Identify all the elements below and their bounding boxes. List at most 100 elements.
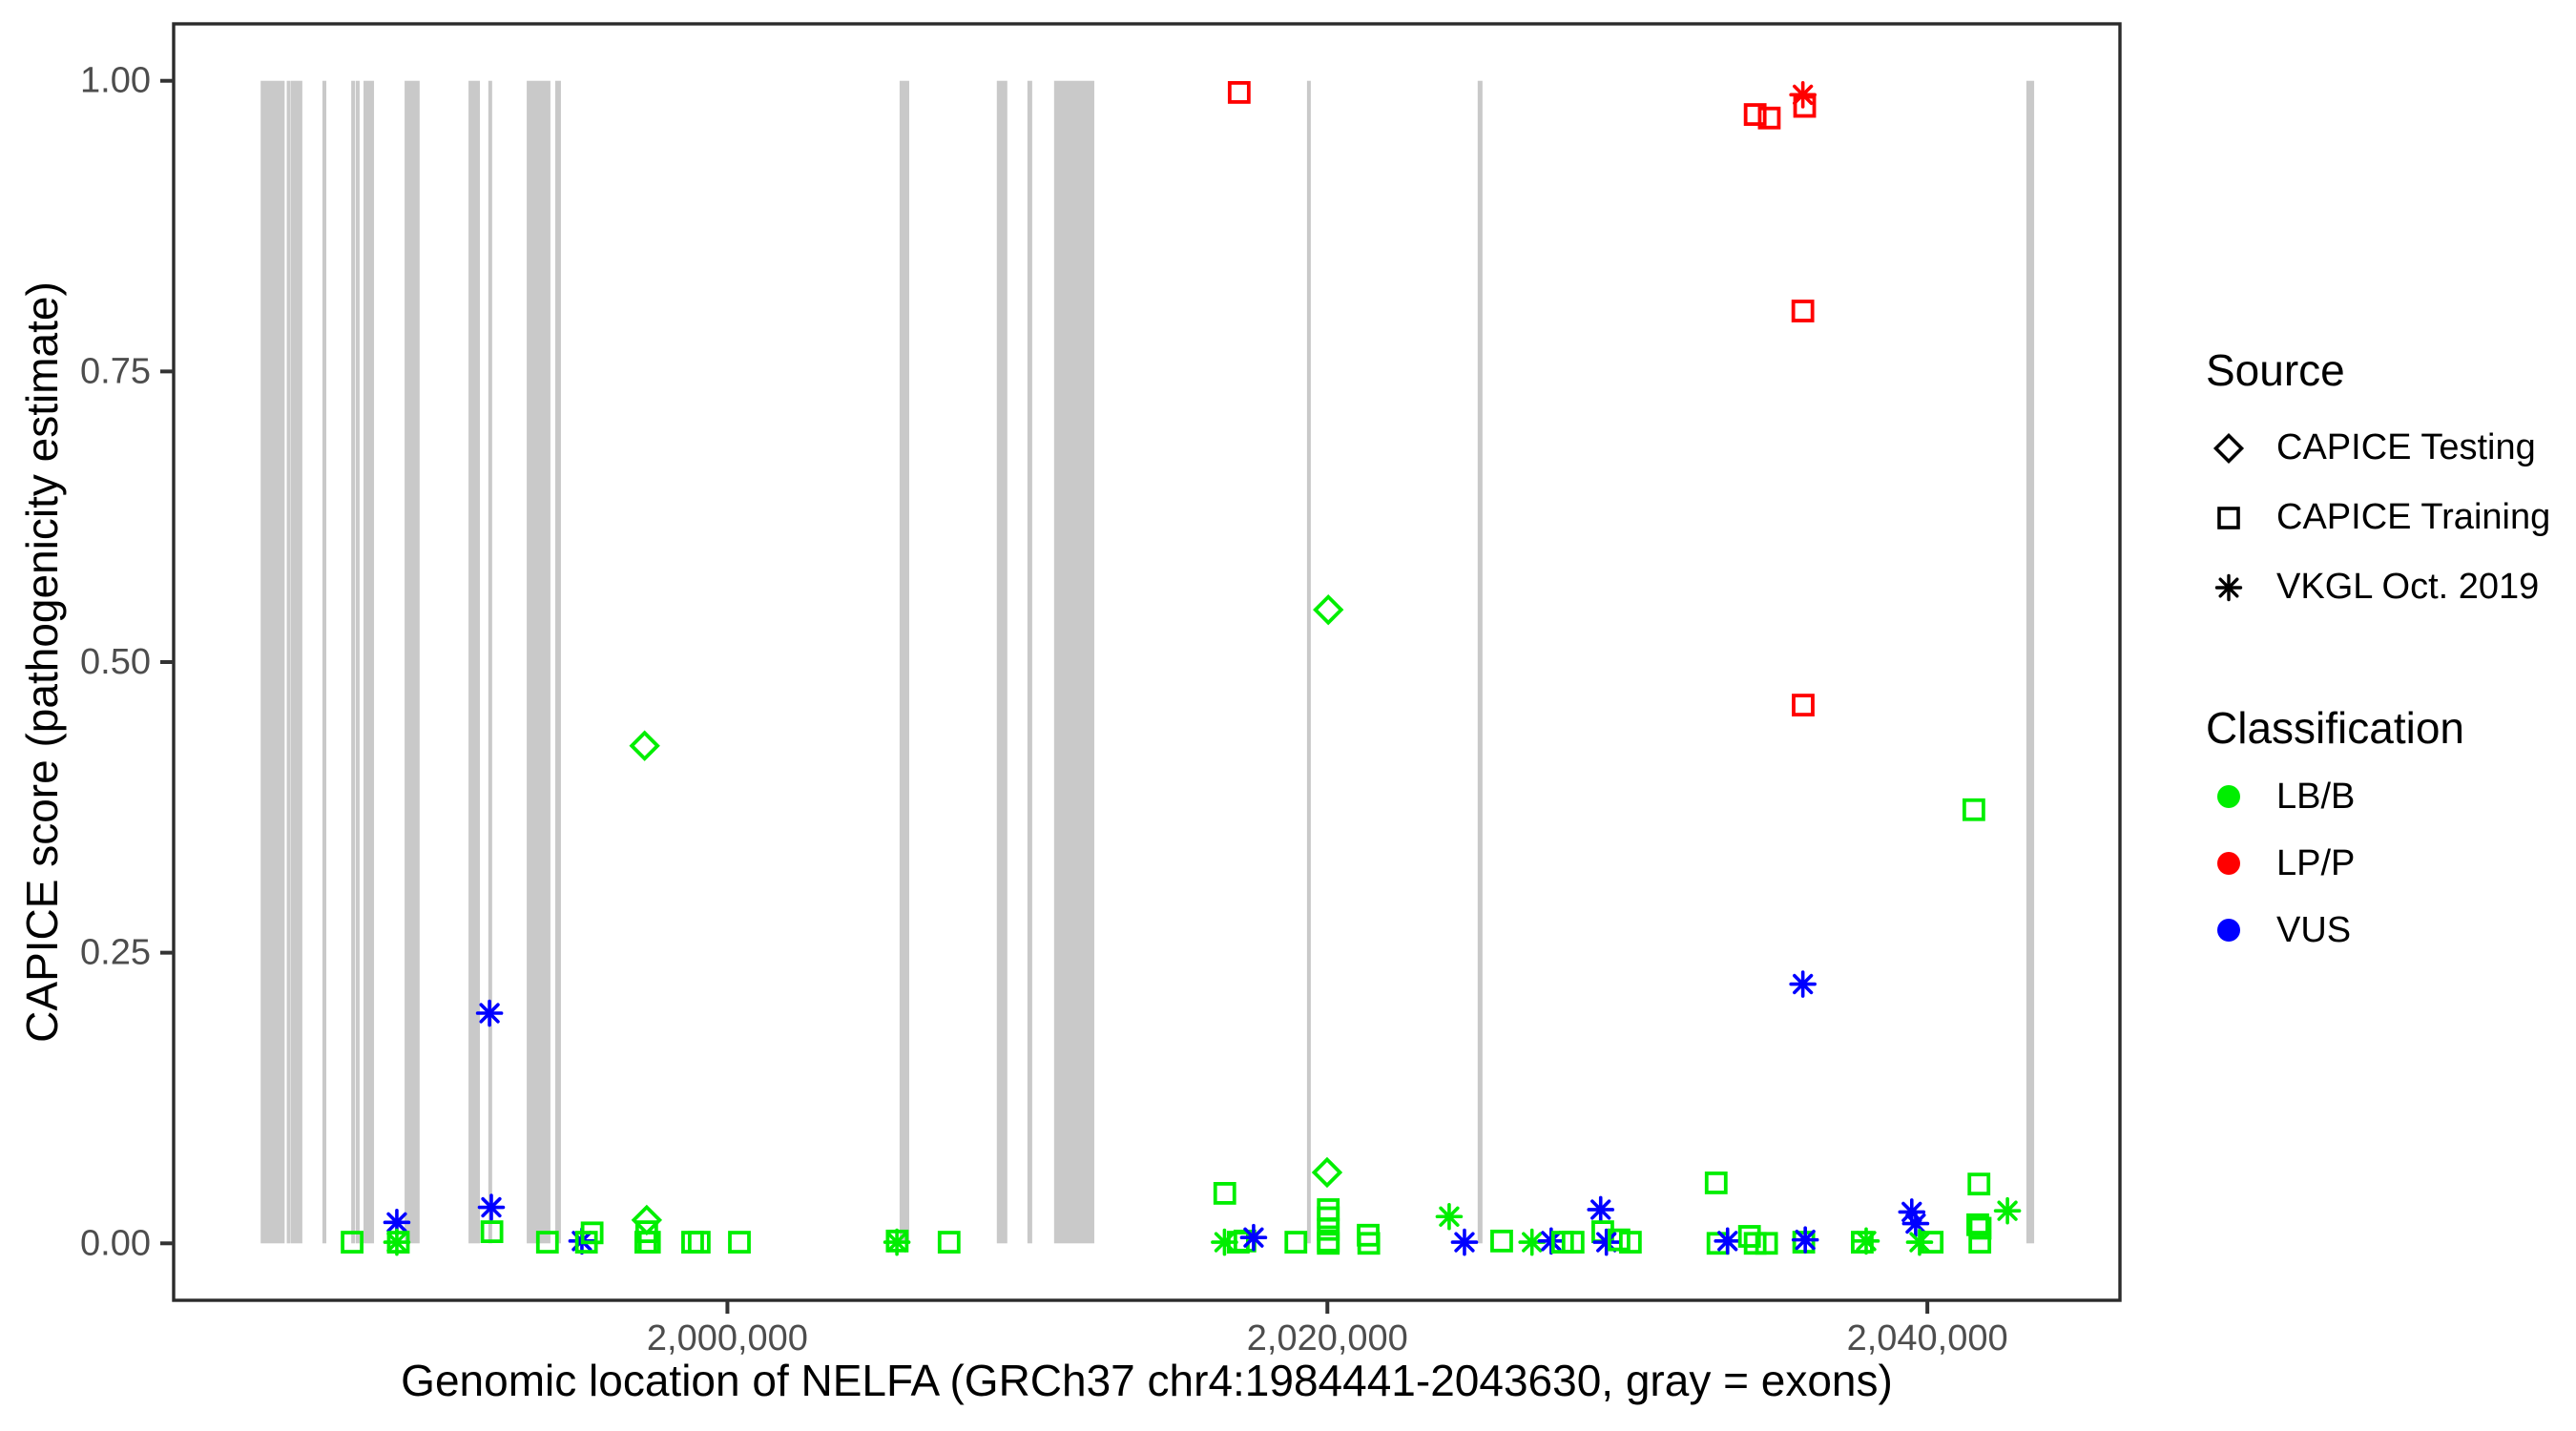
data-point	[637, 1231, 661, 1254]
data-point	[475, 999, 504, 1027]
data-point	[629, 730, 660, 761]
exon-bar	[364, 80, 375, 1244]
exon-bar	[405, 80, 420, 1244]
exon-bar	[554, 80, 561, 1244]
data-point	[1537, 1227, 1566, 1255]
x-axis-title: Genomic location of NELFA (GRCh37 chr4:1…	[401, 1356, 1893, 1405]
exon-bar	[1053, 80, 1094, 1244]
data-point	[1792, 694, 1815, 716]
data-point	[1587, 1195, 1615, 1224]
data-point	[885, 1229, 909, 1253]
data-point	[1618, 1231, 1642, 1254]
data-point	[1737, 1225, 1761, 1248]
data-point	[480, 1220, 504, 1244]
data-point	[1313, 593, 1344, 626]
square-icon	[2206, 501, 2252, 535]
exon-bar	[1477, 80, 1483, 1244]
exon-bar	[351, 80, 356, 1244]
legend-item-label: VKGL Oct. 2019	[2276, 567, 2540, 607]
data-point	[1993, 1196, 2022, 1225]
data-point	[386, 1231, 410, 1254]
data-point	[1968, 1231, 1992, 1254]
data-point	[1704, 1172, 1728, 1194]
data-point	[1357, 1232, 1381, 1255]
data-point	[341, 1231, 364, 1254]
x-tick-label: 2,040,000	[1847, 1318, 2008, 1358]
legend-item-vus: VUS	[2206, 897, 2464, 964]
data-point	[1490, 1229, 1513, 1253]
data-point	[1789, 81, 1817, 109]
data-point	[477, 1193, 506, 1221]
data-point	[1561, 1231, 1585, 1254]
data-point	[1317, 1206, 1340, 1230]
data-point	[1317, 1232, 1340, 1255]
legend-item-label: LB/B	[2276, 776, 2356, 817]
data-point	[1317, 1217, 1340, 1241]
exon-bar	[322, 80, 327, 1244]
exon-bar	[488, 80, 492, 1244]
data-point	[574, 1231, 598, 1254]
exon-bar	[290, 80, 302, 1244]
data-point	[1227, 80, 1251, 104]
data-point	[1450, 1228, 1479, 1256]
legend-item-label: CAPICE Training	[2276, 497, 2551, 537]
data-point	[1852, 1227, 1880, 1255]
legend-classification: Classification LB/B LP/P VUS	[2206, 703, 2464, 964]
exon-bar	[527, 80, 551, 1244]
data-point	[1921, 1231, 1944, 1254]
data-point	[1757, 106, 1781, 130]
data-point	[1968, 1216, 1992, 1240]
legend-item-capice-training: CAPICE Training	[2206, 483, 2550, 552]
exon-bar	[2025, 80, 2035, 1244]
y-tick-label: 0.25	[80, 933, 151, 973]
exon-bar	[468, 80, 481, 1244]
data-point	[1905, 1228, 1934, 1256]
exon-bar	[1027, 80, 1032, 1244]
asterisk-icon	[2206, 570, 2252, 605]
exon-bar	[286, 80, 291, 1244]
data-point	[728, 1231, 751, 1254]
legend-item-capice-testing: CAPICE Testing	[2206, 413, 2550, 483]
red-dot-icon	[2206, 852, 2252, 875]
data-point	[1743, 103, 1767, 126]
legend-item-lpp: LP/P	[2206, 830, 2464, 897]
legend-source: Source CAPICE Testing CAPICE Training	[2206, 345, 2550, 622]
exon-bar	[355, 80, 360, 1244]
data-point	[1962, 798, 1985, 821]
data-point	[535, 1231, 559, 1254]
x-tick-label: 2,000,000	[647, 1318, 808, 1358]
legend-item-label: LP/P	[2276, 842, 2356, 883]
data-point	[937, 1231, 961, 1254]
data-point	[1239, 1223, 1268, 1252]
exon-bar	[996, 80, 1008, 1244]
data-point	[681, 1231, 704, 1254]
panel-border	[172, 22, 2122, 1302]
x-tick-label: 2,020,000	[1247, 1318, 1408, 1358]
data-point	[1901, 1210, 1930, 1237]
y-axis-title: CAPICE score (pathogenicity estimate)	[17, 281, 67, 1043]
data-point	[1608, 1228, 1631, 1252]
data-point	[687, 1231, 711, 1254]
exon-bar	[1306, 80, 1311, 1244]
data-point	[1793, 94, 1817, 118]
data-point	[1791, 1226, 1819, 1254]
y-tick-label: 0.50	[80, 642, 151, 682]
legend-item-lbb: LB/B	[2206, 763, 2464, 830]
legend-item-vkgl: VKGL Oct. 2019	[2206, 552, 2550, 622]
exon-bar	[260, 80, 285, 1244]
green-dot-icon	[2206, 785, 2252, 808]
y-tick-label: 0.00	[80, 1223, 151, 1263]
exon-bar	[899, 80, 909, 1244]
data-point	[1967, 1172, 1991, 1196]
y-tick-label: 0.75	[80, 351, 151, 391]
data-point	[1311, 1156, 1343, 1189]
data-point	[1755, 1232, 1778, 1255]
legend-classification-title: Classification	[2206, 703, 2464, 753]
data-point	[1789, 970, 1817, 998]
legend-source-title: Source	[2206, 345, 2345, 395]
data-point	[1898, 1198, 1926, 1226]
data-point	[1213, 1181, 1236, 1205]
data-point	[1714, 1227, 1742, 1255]
data-point	[1743, 1232, 1767, 1255]
